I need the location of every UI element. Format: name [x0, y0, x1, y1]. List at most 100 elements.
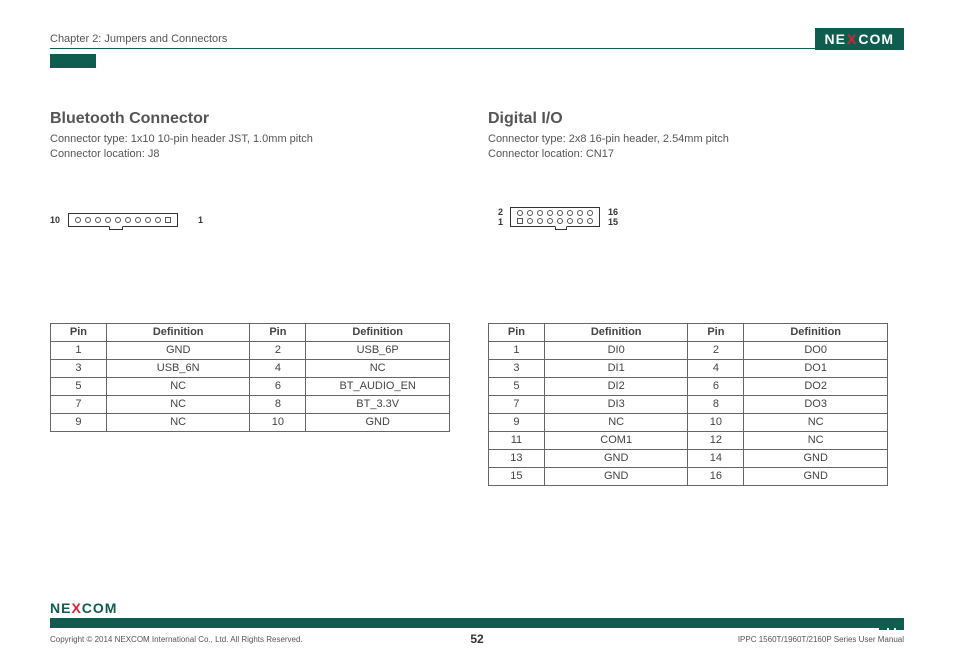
square-icon: [889, 625, 894, 630]
pin-hole-icon: [135, 217, 141, 223]
table-cell: 7: [51, 395, 107, 413]
logo-x: X: [847, 31, 857, 47]
table-cell: COM1: [544, 431, 688, 449]
th-def: Definition: [744, 323, 888, 341]
connector-1x10: [68, 213, 178, 227]
table-cell: 11: [489, 431, 545, 449]
table-cell: DO2: [744, 377, 888, 395]
table-row: 15GND16GND: [489, 467, 888, 485]
table-cell: 10: [250, 413, 306, 431]
connector-notch-icon: [109, 226, 123, 230]
table-cell: GND: [744, 467, 888, 485]
label-pin1: 1: [498, 217, 503, 227]
table-cell: 9: [51, 413, 107, 431]
table-cell: NC: [744, 431, 888, 449]
pin-hole-icon: [105, 217, 111, 223]
pin-hole-icon: [537, 210, 543, 216]
pin-hole-icon: [85, 217, 91, 223]
table-cell: 10: [688, 413, 744, 431]
table-cell: 9: [489, 413, 545, 431]
table-cell: GND: [544, 467, 688, 485]
pin-hole-icon: [145, 217, 151, 223]
pin-hole-icon: [75, 217, 81, 223]
pin-hole-icon: [527, 218, 533, 224]
footer-logo: NEXCOM: [50, 600, 117, 616]
pin-hole-icon: [155, 217, 161, 223]
brand-logo: NEXCOM: [815, 28, 904, 50]
right-table-body: 1DI02DO03DI14DO15DI26DO27DI38DO39NC10NC1…: [489, 341, 888, 485]
pin-hole-icon: [587, 210, 593, 216]
logo-post: COM: [858, 31, 894, 47]
table-cell: 12: [688, 431, 744, 449]
table-cell: 8: [250, 395, 306, 413]
pin1-square-icon: [165, 217, 171, 223]
pin-hole-icon: [577, 218, 583, 224]
table-cell: DO3: [744, 395, 888, 413]
pin-hole-icon: [547, 218, 553, 224]
th-pin: Pin: [489, 323, 545, 341]
table-cell: NC: [106, 377, 250, 395]
table-cell: 4: [250, 359, 306, 377]
pin-hole-icon: [557, 210, 563, 216]
left-line1: Connector type: 1x10 10-pin header JST, …: [50, 132, 450, 147]
connector-notch-icon: [555, 226, 567, 230]
table-cell: 16: [688, 467, 744, 485]
square-icon: [879, 622, 887, 630]
pin-hole-icon: [115, 217, 121, 223]
table-header-row: Pin Definition Pin Definition: [489, 323, 888, 341]
manual-title: IPPC 1560T/1960T/2160P Series User Manua…: [738, 635, 904, 644]
table-cell: BT_AUDIO_EN: [306, 377, 450, 395]
table-cell: DI2: [544, 377, 688, 395]
square-icon: [896, 622, 904, 630]
table-cell: 2: [688, 341, 744, 359]
logo-pre: NE: [825, 31, 846, 47]
pin-hole-icon: [95, 217, 101, 223]
left-column: Bluetooth Connector Connector type: 1x10…: [50, 110, 450, 432]
pin-hole-icon: [125, 217, 131, 223]
th-def: Definition: [106, 323, 250, 341]
pin-hole-icon: [537, 218, 543, 224]
table-cell: NC: [544, 413, 688, 431]
table-cell: GND: [544, 449, 688, 467]
header-tab: [50, 54, 96, 68]
logo-pre: NE: [50, 600, 71, 616]
table-cell: DI0: [544, 341, 688, 359]
left-table-body: 1GND2USB_6P3USB_6N4NC5NC6BT_AUDIO_EN7NC8…: [51, 341, 450, 431]
label-pin10: 10: [50, 215, 60, 225]
table-cell: 5: [51, 377, 107, 395]
table-cell: GND: [306, 413, 450, 431]
table-header-row: Pin Definition Pin Definition: [51, 323, 450, 341]
table-row: 9NC10GND: [51, 413, 450, 431]
chapter-label: Chapter 2: Jumpers and Connectors: [50, 33, 227, 45]
left-diagram: 10 1: [50, 193, 450, 313]
pin-hole-icon: [567, 218, 573, 224]
table-cell: 15: [489, 467, 545, 485]
th-pin: Pin: [250, 323, 306, 341]
connector-2x8: [510, 207, 600, 227]
table-cell: NC: [744, 413, 888, 431]
table-row: 9NC10NC: [489, 413, 888, 431]
table-row: 1GND2USB_6P: [51, 341, 450, 359]
pin-hole-icon: [517, 210, 523, 216]
table-cell: 1: [51, 341, 107, 359]
table-row: 5DI26DO2: [489, 377, 888, 395]
table-row: 7NC8BT_3.3V: [51, 395, 450, 413]
table-row: 5NC6BT_AUDIO_EN: [51, 377, 450, 395]
table-cell: NC: [106, 395, 250, 413]
right-column: Digital I/O Connector type: 2x8 16-pin h…: [488, 110, 888, 486]
pin-hole-icon: [567, 210, 573, 216]
pin-hole-icon: [547, 210, 553, 216]
left-title: Bluetooth Connector: [50, 110, 450, 128]
logo-post: COM: [82, 600, 118, 616]
th-def: Definition: [544, 323, 688, 341]
table-cell: 6: [250, 377, 306, 395]
right-title: Digital I/O: [488, 110, 888, 128]
right-line1: Connector type: 2x8 16-pin header, 2.54m…: [488, 132, 888, 147]
table-cell: USB_6P: [306, 341, 450, 359]
pin-hole-icon: [557, 218, 563, 224]
table-cell: BT_3.3V: [306, 395, 450, 413]
table-row: 7DI38DO3: [489, 395, 888, 413]
label-pin1: 1: [198, 215, 203, 225]
table-cell: USB_6N: [106, 359, 250, 377]
table-row: 11COM112NC: [489, 431, 888, 449]
